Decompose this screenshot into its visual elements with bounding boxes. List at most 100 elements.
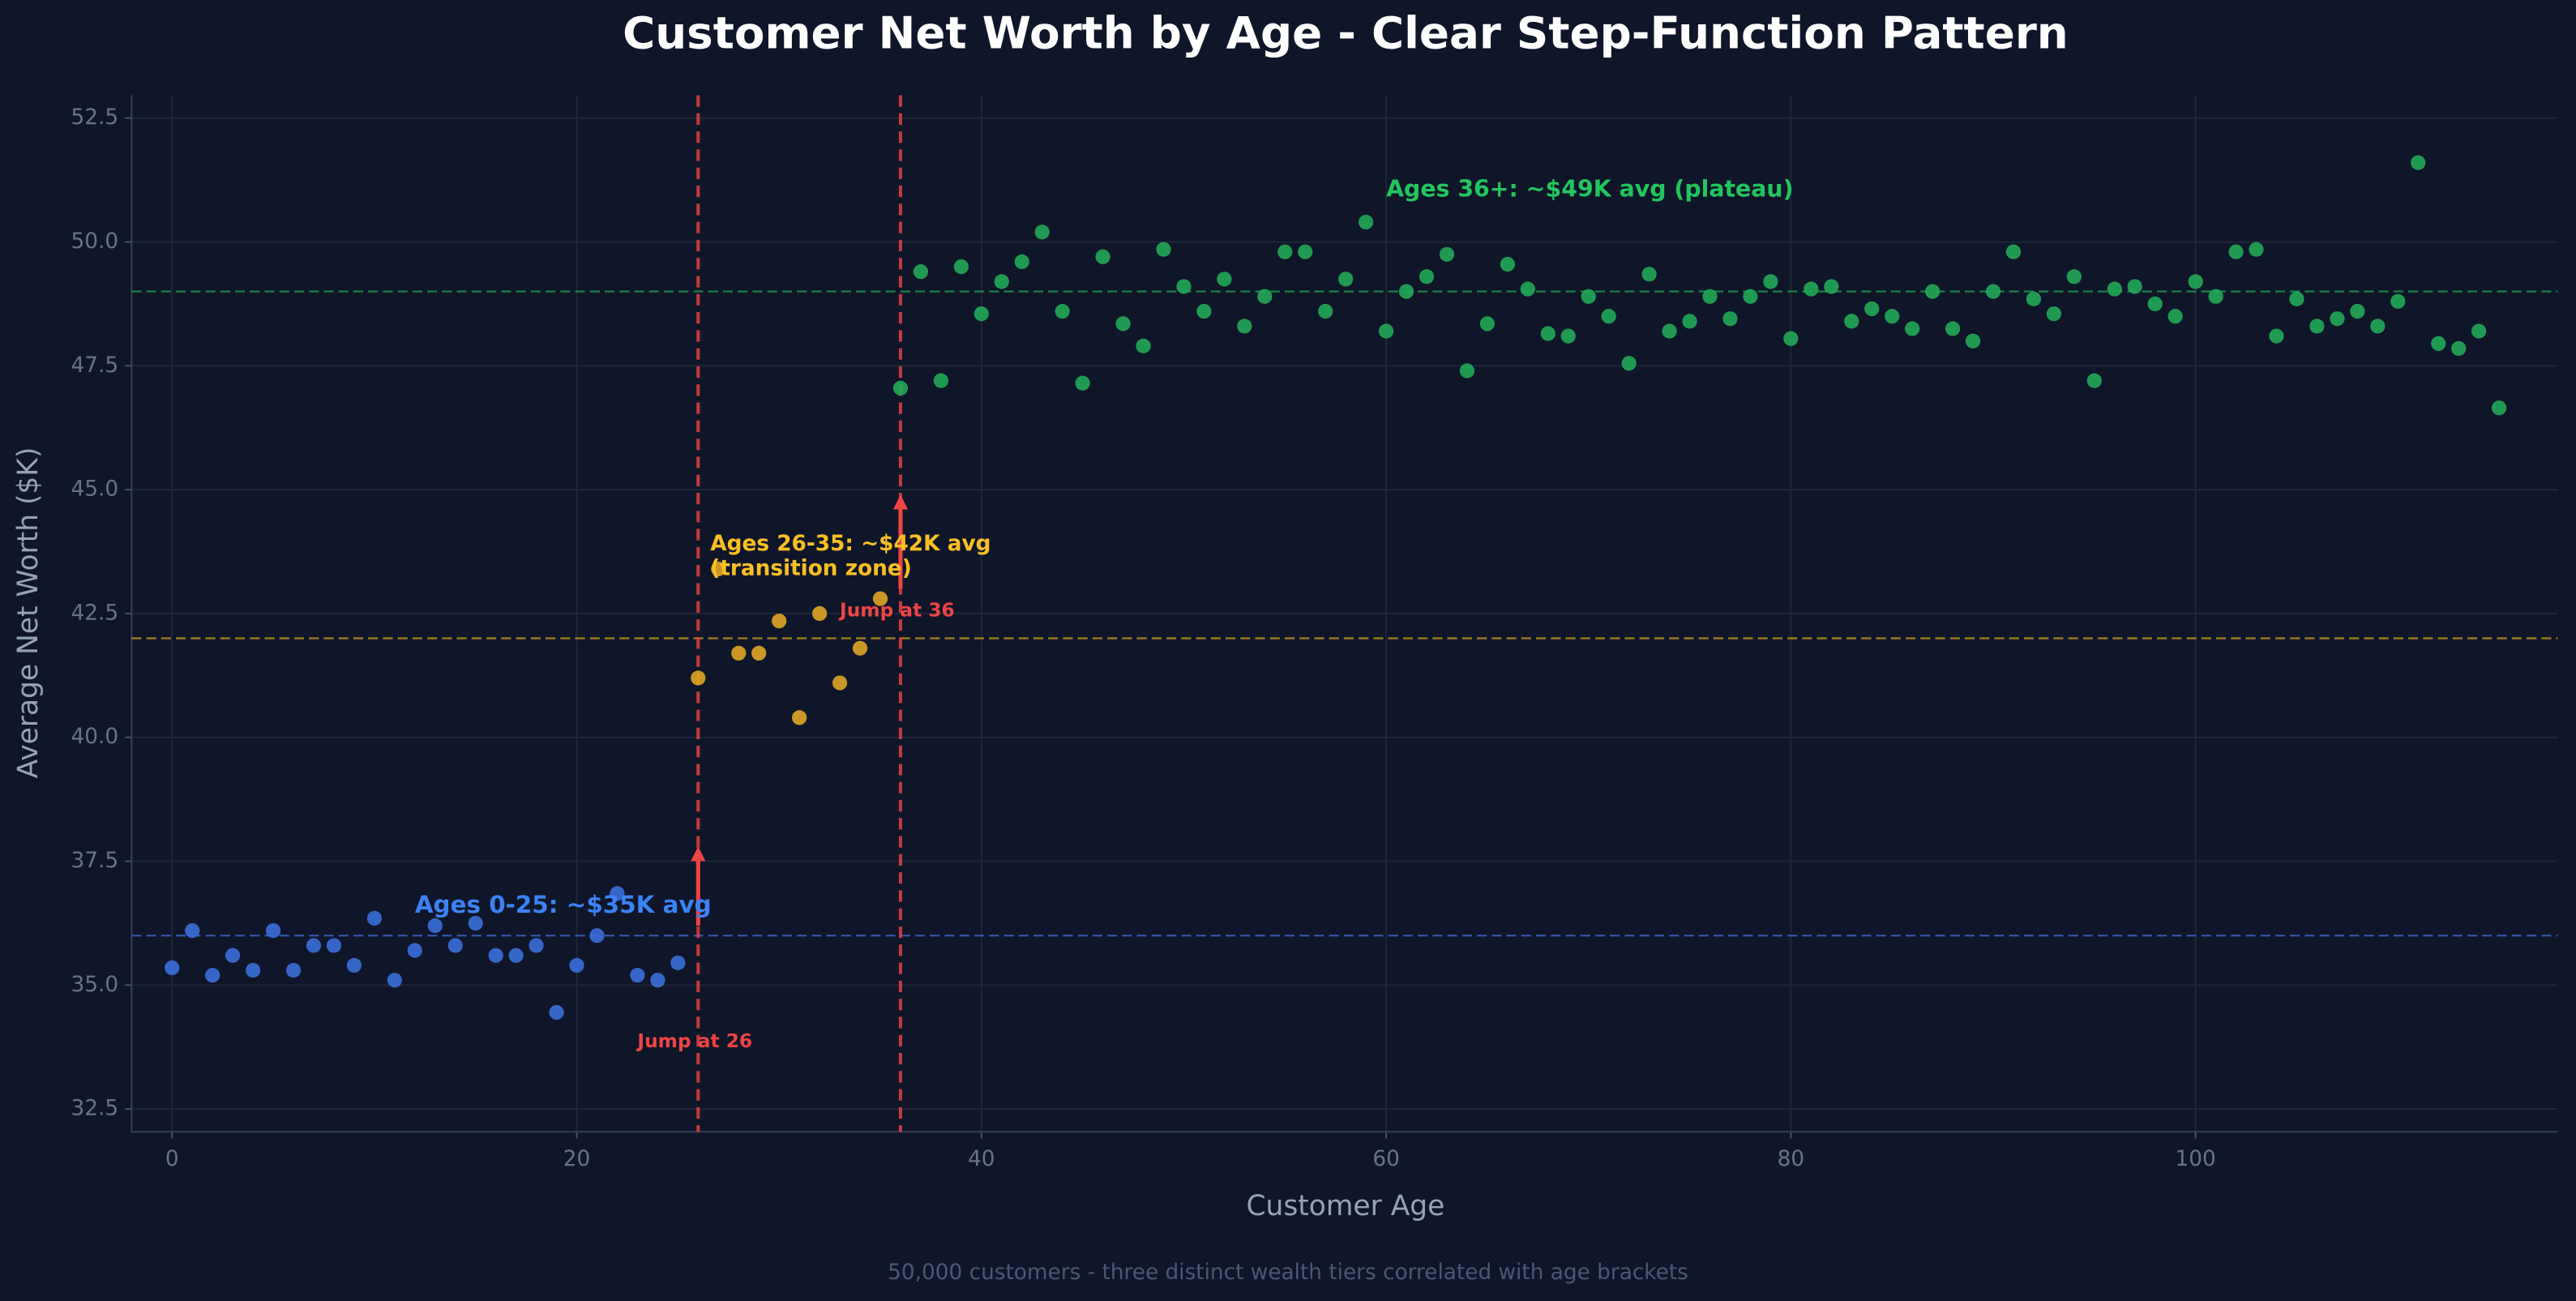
data-point	[1075, 375, 1090, 391]
data-point	[1804, 281, 1819, 297]
data-point	[488, 948, 503, 963]
data-point	[2350, 303, 2365, 319]
data-point	[2289, 291, 2304, 306]
data-point	[913, 264, 929, 280]
data-point	[1459, 363, 1475, 379]
data-point	[1885, 309, 1900, 324]
data-point	[2491, 400, 2507, 416]
data-point	[953, 259, 969, 275]
data-point	[1318, 303, 1333, 319]
data-point	[447, 938, 463, 953]
data-point	[1479, 316, 1496, 332]
data-point	[1217, 272, 1232, 287]
data-point	[2249, 242, 2264, 257]
y-tick-label: 40.0	[71, 725, 118, 749]
data-point	[1905, 321, 1920, 336]
data-point	[1156, 242, 1171, 257]
data-point	[1359, 214, 1374, 230]
data-point	[1439, 246, 1455, 262]
data-point	[731, 645, 747, 661]
data-point	[792, 710, 807, 725]
data-point	[2188, 274, 2203, 289]
data-point	[508, 948, 524, 963]
data-point	[2208, 289, 2223, 304]
data-point	[1298, 244, 1313, 259]
data-point	[2107, 281, 2122, 297]
data-point	[205, 967, 220, 983]
annotation: Ages 26-35: ~$42K avg	[710, 532, 991, 556]
y-tick-label: 42.5	[71, 601, 118, 625]
data-point	[1662, 323, 1677, 339]
data-point	[1965, 333, 1981, 349]
data-point	[1176, 279, 1192, 294]
data-point	[1924, 284, 1941, 299]
data-point	[1378, 323, 1394, 339]
data-point	[772, 613, 787, 629]
data-point	[650, 973, 665, 988]
data-point	[1034, 225, 1050, 240]
data-point	[528, 938, 544, 953]
data-point	[2390, 293, 2406, 309]
data-point	[245, 962, 261, 978]
data-point	[1196, 303, 1212, 319]
chart-title: Customer Net Worth by Age - Clear Step-F…	[623, 7, 2069, 59]
y-tick-label: 32.5	[71, 1097, 118, 1121]
data-point	[2147, 296, 2163, 311]
data-point	[265, 922, 281, 939]
data-point	[1945, 321, 1961, 336]
arrow-head	[892, 494, 909, 510]
data-point	[1237, 319, 1252, 334]
data-point	[1763, 274, 1778, 289]
data-point	[185, 922, 200, 939]
data-point	[427, 918, 443, 934]
y-tick-label: 52.5	[71, 105, 118, 130]
data-point	[872, 591, 888, 606]
data-point	[1095, 249, 1110, 264]
data-point	[366, 910, 383, 926]
data-point	[994, 274, 1009, 289]
data-point	[852, 640, 868, 656]
data-point	[326, 938, 342, 953]
data-point	[1641, 267, 1657, 282]
x-tick-label: 20	[563, 1147, 591, 1171]
annotation: Ages 0-25: ~$35K avg	[415, 891, 712, 918]
data-point	[1014, 254, 1029, 270]
data-point	[1277, 244, 1293, 259]
arrow-head	[691, 846, 706, 862]
data-point	[2086, 373, 2102, 388]
data-point	[2309, 319, 2325, 334]
data-point	[2046, 306, 2062, 322]
data-point	[1055, 303, 1070, 319]
data-point	[2066, 269, 2082, 285]
data-point	[670, 955, 686, 970]
data-point	[2431, 336, 2446, 351]
data-point	[589, 928, 605, 944]
axis-frame	[131, 95, 2558, 1133]
data-point	[973, 306, 989, 322]
data-point	[285, 962, 302, 978]
annotation: Jump at 26	[635, 1030, 752, 1052]
data-point	[1824, 279, 1839, 294]
x-tick-label: 40	[968, 1147, 995, 1171]
data-point	[1722, 311, 1738, 327]
data-point	[1621, 356, 1637, 371]
data-point	[1338, 272, 1354, 287]
data-point	[468, 915, 483, 931]
data-point	[407, 943, 422, 958]
annotation: Ages 36+: ~$49K avg (plateau)	[1386, 175, 1793, 202]
data-point	[1743, 289, 1758, 304]
x-axis-label: Customer Age	[1247, 1190, 1445, 1222]
data-point	[1581, 289, 1596, 304]
x-tick-label: 0	[165, 1147, 179, 1171]
x-tick-label: 80	[1778, 1147, 1805, 1171]
data-point	[1500, 256, 1515, 272]
data-point	[346, 957, 362, 974]
data-point	[306, 938, 322, 953]
data-point	[1419, 269, 1435, 285]
data-point	[225, 948, 241, 963]
data-point	[1985, 284, 2001, 299]
y-tick-label: 35.0	[71, 973, 118, 997]
data-point	[569, 957, 584, 974]
data-point	[691, 670, 706, 686]
